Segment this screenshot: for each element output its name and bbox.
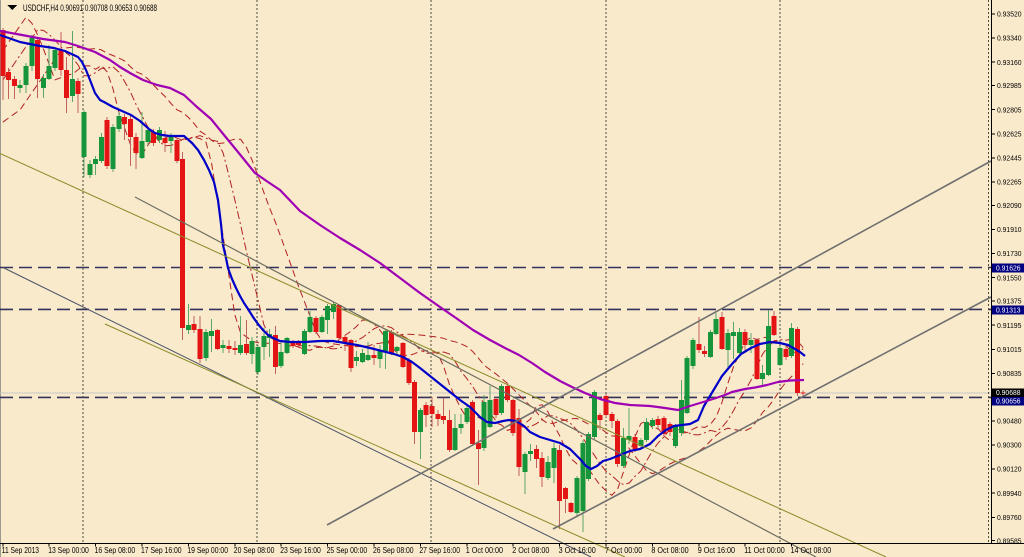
svg-text:9 Oct 16:00: 9 Oct 16:00 <box>698 546 736 555</box>
svg-text:0.93160: 0.93160 <box>997 58 1022 67</box>
svg-text:0.91910: 0.91910 <box>997 225 1022 234</box>
svg-text:0.91375: 0.91375 <box>997 297 1022 306</box>
svg-text:13 Sep 00:00: 13 Sep 00:00 <box>48 546 89 555</box>
svg-text:3 Oct 16:00: 3 Oct 16:00 <box>559 546 597 555</box>
svg-text:2 Oct 08:00: 2 Oct 08:00 <box>512 546 550 555</box>
svg-text:25 Sep 00:00: 25 Sep 00:00 <box>327 546 368 555</box>
svg-text:0.90835: 0.90835 <box>997 369 1022 378</box>
svg-text:7 Oct 00:00: 7 Oct 00:00 <box>605 546 643 555</box>
svg-text:0.91730: 0.91730 <box>997 249 1022 258</box>
svg-text:0.91195: 0.91195 <box>997 321 1022 330</box>
svg-text:19 Sep 00:00: 19 Sep 00:00 <box>187 546 228 555</box>
svg-text:0.90688: 0.90688 <box>996 388 1021 397</box>
svg-text:0.90120: 0.90120 <box>997 465 1022 474</box>
svg-text:0.89760: 0.89760 <box>997 513 1022 522</box>
svg-text:0.90300: 0.90300 <box>997 441 1022 450</box>
svg-text:26 Sep 08:00: 26 Sep 08:00 <box>373 546 414 555</box>
svg-text:0.91550: 0.91550 <box>997 273 1022 282</box>
svg-text:1 Oct 00:00: 1 Oct 00:00 <box>466 546 504 555</box>
svg-text:0.93340: 0.93340 <box>997 34 1022 43</box>
svg-text:0.92985: 0.92985 <box>997 81 1022 90</box>
svg-text:11 Sep 2013: 11 Sep 2013 <box>2 546 39 555</box>
svg-text:0.93520: 0.93520 <box>997 10 1022 19</box>
svg-text:8 Oct 08:00: 8 Oct 08:00 <box>651 546 689 555</box>
svg-text:0.91626: 0.91626 <box>996 264 1021 273</box>
svg-text:0.89940: 0.89940 <box>997 489 1022 498</box>
svg-text:0.89585: 0.89585 <box>997 536 1022 545</box>
svg-text:20 Sep 08:00: 20 Sep 08:00 <box>234 546 275 555</box>
svg-text:23 Sep 16:00: 23 Sep 16:00 <box>280 546 321 555</box>
svg-text:USDCHF,H4 0.90691 0.90708 0.9: USDCHF,H4 0.90691 0.90708 0.90653 0.9068… <box>23 3 157 13</box>
svg-text:0.91313: 0.91313 <box>996 306 1021 315</box>
svg-text:11 Oct 00:00: 11 Oct 00:00 <box>744 546 785 555</box>
svg-text:0.91015: 0.91015 <box>997 345 1022 354</box>
svg-text:17 Sep 16:00: 17 Sep 16:00 <box>141 546 182 555</box>
svg-text:0.92805: 0.92805 <box>997 105 1022 114</box>
svg-text:0.90656: 0.90656 <box>996 397 1021 406</box>
svg-text:0.92265: 0.92265 <box>997 178 1022 187</box>
svg-text:0.92445: 0.92445 <box>997 154 1022 163</box>
svg-text:27 Sep 16:00: 27 Sep 16:00 <box>419 546 460 555</box>
svg-text:0.90480: 0.90480 <box>997 417 1022 426</box>
svg-text:0.92625: 0.92625 <box>997 129 1022 138</box>
svg-text:16 Sep 08:00: 16 Sep 08:00 <box>95 546 136 555</box>
svg-text:0.92090: 0.92090 <box>997 201 1022 210</box>
svg-text:14 Oct 08:00: 14 Oct 08:00 <box>791 546 832 555</box>
